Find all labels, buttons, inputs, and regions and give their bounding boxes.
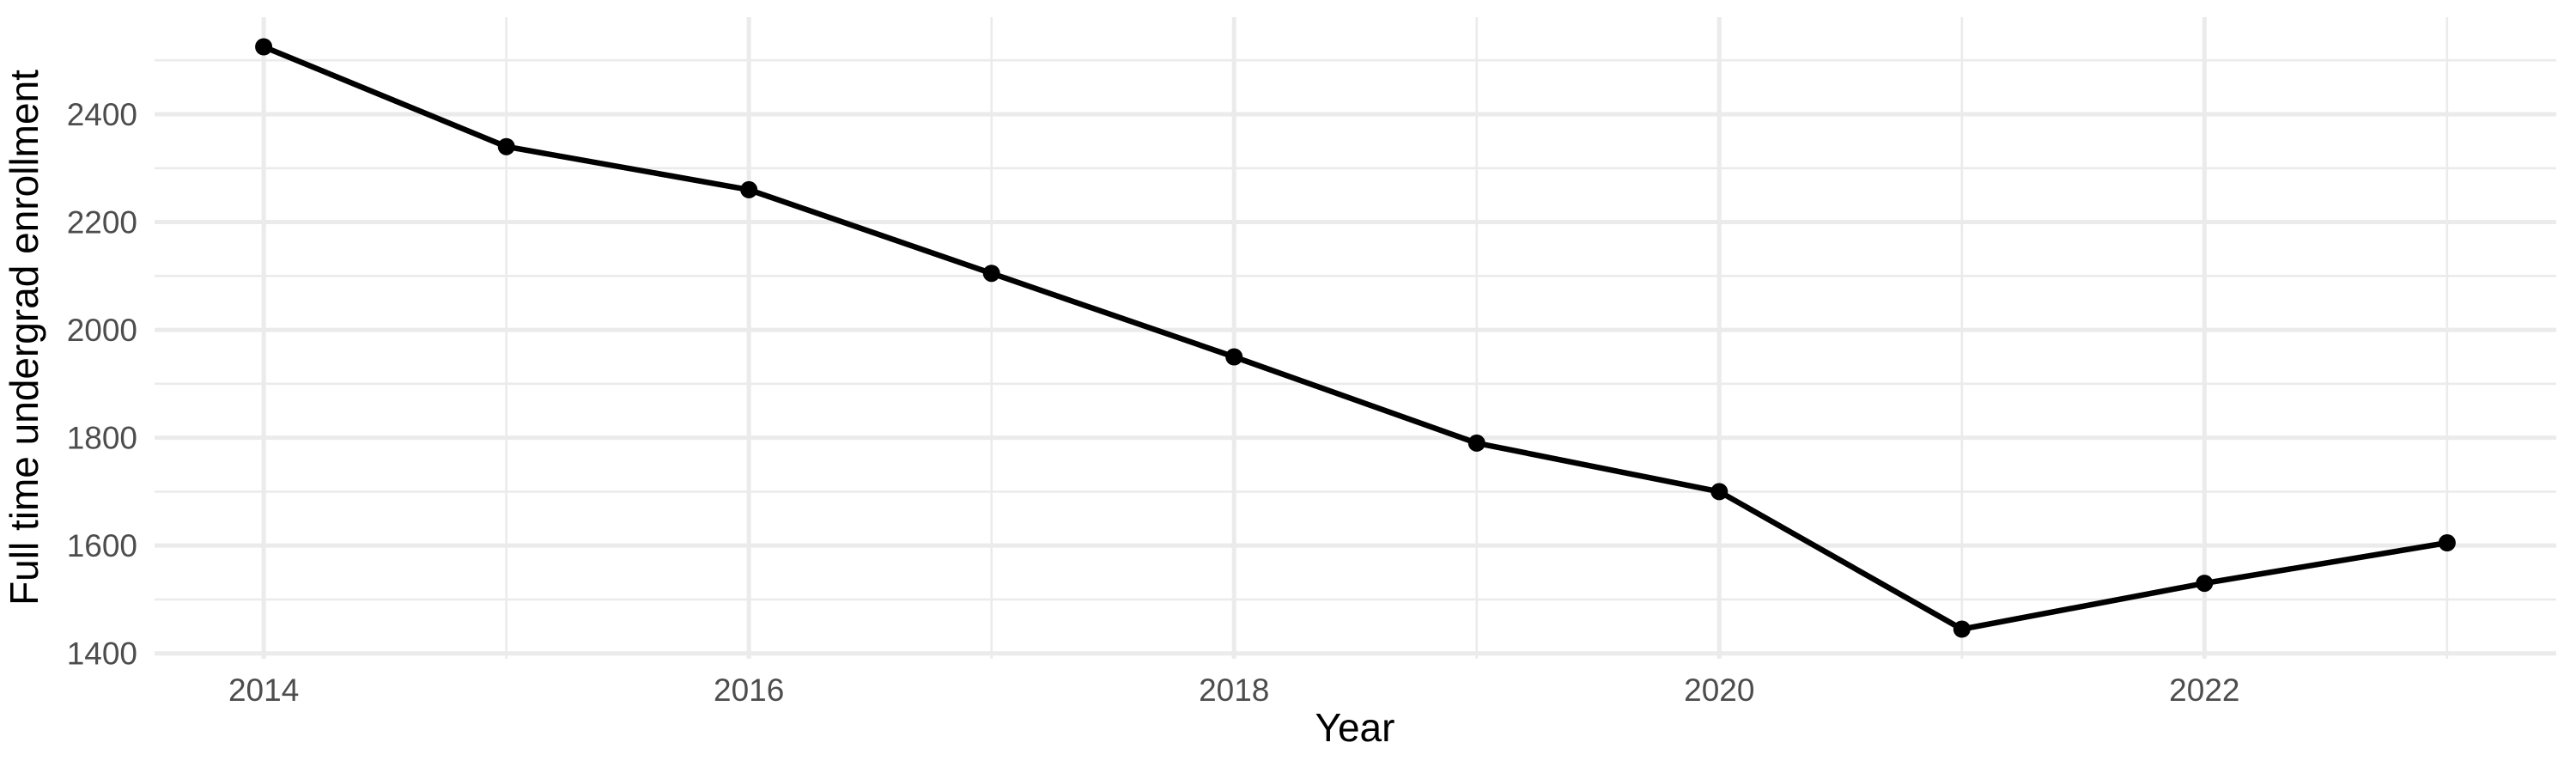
x-tick-label: 2014: [228, 673, 299, 708]
x-tick-label: 2022: [2169, 673, 2239, 708]
data-point-2023: [2438, 534, 2456, 551]
data-point-2022: [2196, 575, 2214, 593]
y-tick-label: 2400: [67, 97, 137, 132]
y-tick-label: 2200: [67, 205, 137, 240]
y-axis-title: Full time undergrad enrollment: [2, 70, 46, 606]
data-point-2016: [740, 180, 758, 198]
minor-gridlines: [155, 17, 2556, 659]
y-tick-label: 1600: [67, 528, 137, 563]
major-gridlines: [155, 17, 2556, 659]
x-tick-label: 2018: [1199, 673, 1269, 708]
data-point-2014: [255, 38, 273, 56]
y-tick-label: 1800: [67, 421, 137, 456]
data-point-2017: [982, 265, 1000, 283]
data-point-2021: [1953, 620, 1971, 638]
x-tick-label: 2020: [1684, 673, 1754, 708]
series-line: [260, 44, 2451, 632]
data-point-2018: [1225, 348, 1243, 366]
data-point-2020: [1710, 483, 1728, 501]
y-tick-label: 2000: [67, 313, 137, 348]
x-tick-label: 2016: [714, 673, 784, 708]
data-point-2019: [1467, 434, 1485, 452]
y-tick-label: 1400: [67, 636, 137, 672]
data-series: [255, 38, 2456, 638]
x-axis-tick-labels: 2014 2016 2018 2020 2022: [228, 673, 2240, 708]
data-point-2015: [497, 137, 515, 155]
y-axis-tick-labels: 1400 1600 1800 2000 2200 2400: [67, 97, 137, 672]
x-axis-title: Year: [1315, 705, 1395, 750]
